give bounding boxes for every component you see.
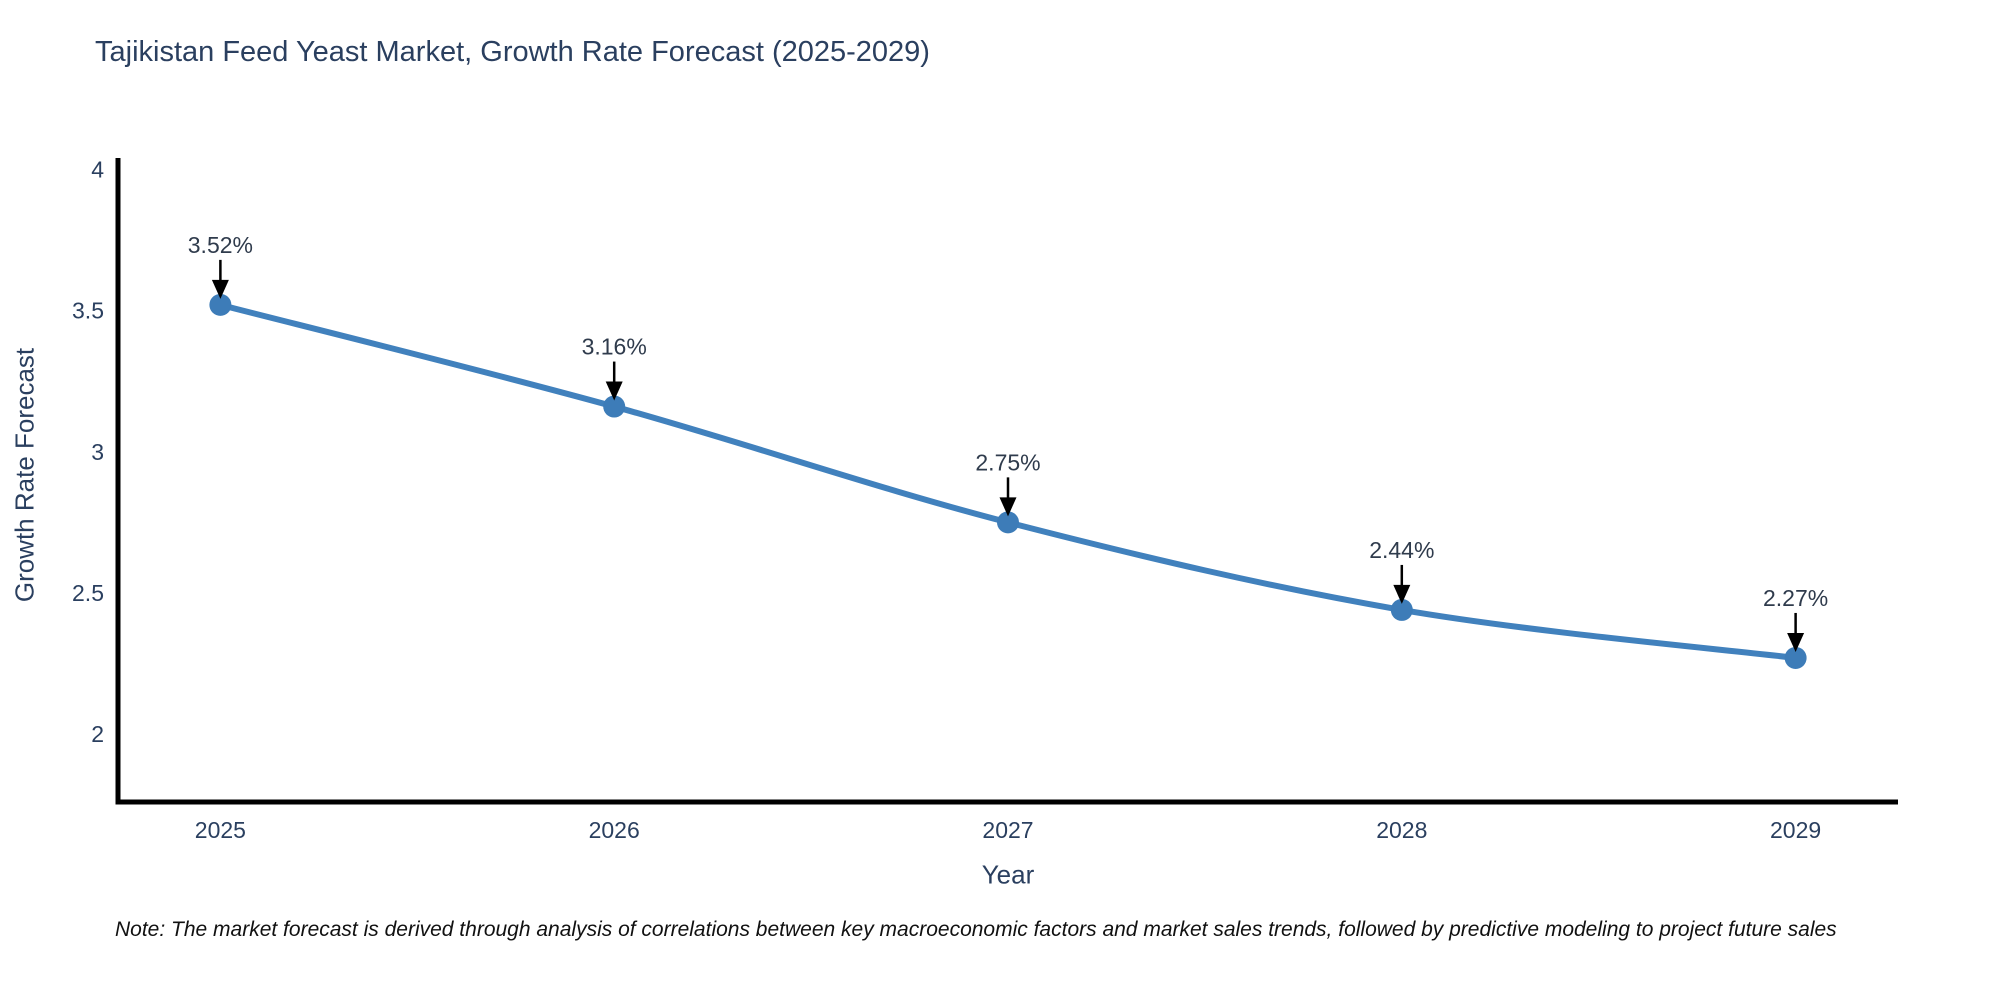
y-tick-label: 3 (91, 439, 104, 465)
annotation-arrowhead-icon (211, 279, 229, 299)
footnote: Note: The market forecast is derived thr… (115, 918, 1837, 941)
annotation-label: 3.16% (582, 334, 647, 360)
data-point-marker (1390, 598, 1413, 621)
y-tick-label: 3.5 (72, 298, 104, 324)
annotation-label: 2.44% (1369, 537, 1434, 563)
y-tick-label: 2.5 (72, 580, 104, 606)
x-tick-label: 2029 (1770, 817, 1821, 843)
annotation-label: 2.75% (975, 449, 1040, 475)
x-tick-label: 2028 (1376, 817, 1427, 843)
x-tick-label: 2027 (982, 817, 1033, 843)
annotation-arrowhead-icon (1393, 584, 1411, 604)
chart-title: Tajikistan Feed Yeast Market, Growth Rat… (95, 36, 930, 68)
annotation-arrowhead-icon (1787, 632, 1805, 652)
x-tick-label: 2026 (589, 817, 640, 843)
x-axis-title: Year (981, 859, 1035, 890)
annotation-arrowhead-icon (999, 497, 1017, 517)
annotation-arrowhead-icon (605, 381, 623, 401)
y-tick-label: 2 (91, 721, 104, 747)
y-tick-label: 4 (91, 156, 104, 182)
data-point-marker (603, 395, 626, 418)
data-point-marker (997, 511, 1019, 534)
annotation-label: 2.27% (1763, 585, 1828, 611)
x-tick-label: 2025 (195, 817, 246, 843)
data-point-marker (209, 293, 232, 316)
annotation-label: 3.52% (188, 232, 253, 258)
data-point-marker (1784, 646, 1807, 669)
